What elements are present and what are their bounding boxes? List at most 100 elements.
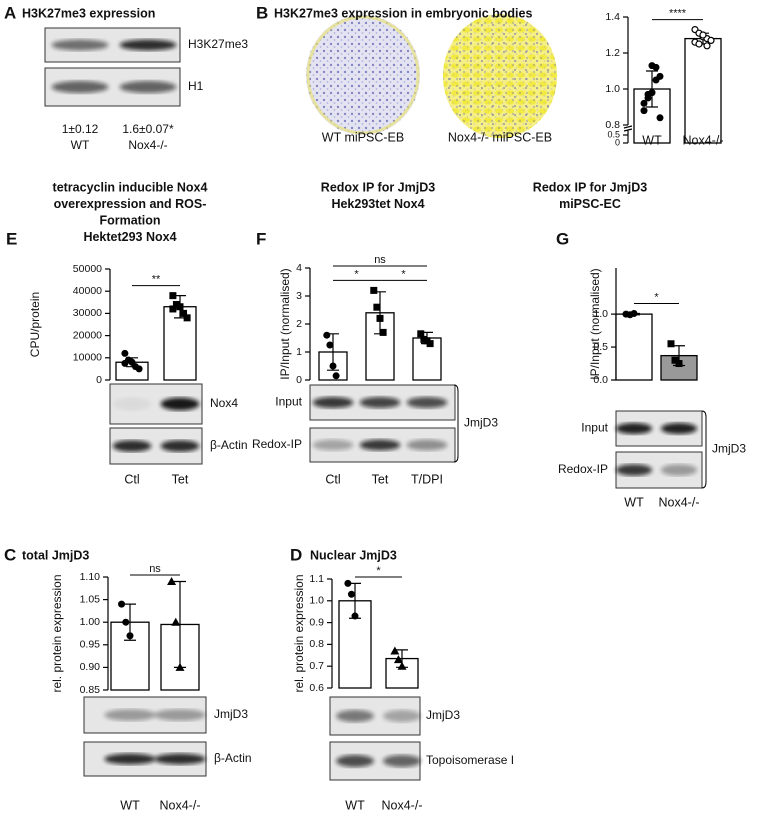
blot-band xyxy=(51,39,109,51)
x-tick-label: Ctl xyxy=(124,472,139,486)
panel-letter: B xyxy=(256,3,268,22)
data-point xyxy=(175,662,185,671)
eb-image-wt-rim xyxy=(306,15,420,135)
data-point xyxy=(171,617,181,626)
blot-band xyxy=(615,422,653,435)
panel-title: H3K27me3 expression in embryonic bodies xyxy=(274,6,532,20)
bar xyxy=(684,37,722,144)
y-tick-label: 0.95 xyxy=(80,639,101,651)
blot-label: Topoisomerase I xyxy=(426,753,514,767)
panel-title: total JmjD3 xyxy=(22,548,89,562)
data-point xyxy=(652,63,660,71)
blot-bracket xyxy=(701,410,707,489)
data-point xyxy=(323,331,331,339)
panel-title: Hektet293 Nox4 xyxy=(83,230,176,244)
y-tick-label: 0 xyxy=(296,374,302,386)
data-point xyxy=(376,314,384,322)
x-tick-label: Nox4-/- xyxy=(683,133,724,147)
data-point xyxy=(379,328,387,336)
data-point xyxy=(167,577,177,586)
data-point xyxy=(176,303,184,311)
y-tick-label: 0.85 xyxy=(80,684,101,696)
x-tick-label: WT xyxy=(345,798,365,812)
y-tick-label: 0.5 xyxy=(607,129,620,139)
panel-letter: C xyxy=(4,545,16,564)
blot-band xyxy=(51,80,109,94)
blot-bracket xyxy=(453,384,459,463)
blot-band xyxy=(160,440,200,452)
y-tick-label: 10000 xyxy=(73,352,102,364)
blot-band xyxy=(154,709,206,721)
eb-image-ko-stipple xyxy=(443,14,557,138)
x-tick-label: WT xyxy=(120,798,140,812)
significance-label: * xyxy=(354,268,359,280)
y-tick-label: 0.8 xyxy=(605,119,620,131)
panel-letter: G xyxy=(556,229,569,248)
error-bar xyxy=(646,70,658,108)
y-tick-label: 1 xyxy=(296,346,302,358)
data-point xyxy=(417,330,425,338)
data-point xyxy=(640,107,648,115)
panel-title: tetracyclin inducible Nox4 xyxy=(53,180,208,194)
blot-band xyxy=(119,80,177,94)
blot-label: Nox4 xyxy=(210,396,238,410)
data-point xyxy=(370,286,378,294)
data-point xyxy=(699,31,707,39)
x-tick-label: T/DPI xyxy=(411,472,443,486)
blot-label: JmjD3 xyxy=(214,707,248,721)
bar xyxy=(412,337,442,381)
significance-label: * xyxy=(401,268,406,280)
data-point xyxy=(397,661,407,670)
y-axis-label: rel. protein expression xyxy=(50,574,64,692)
x-tick-label: Tet xyxy=(372,472,389,486)
y-tick-label: 0.7 xyxy=(309,660,324,672)
blot-band xyxy=(359,439,401,451)
x-tick-label: WT xyxy=(624,495,644,509)
data-point xyxy=(667,340,675,348)
panel-title: Redox IP for JmjD3 xyxy=(533,180,647,194)
blot-band xyxy=(359,396,401,409)
y-tick-label: 1.2 xyxy=(605,47,620,59)
panel-b: B H3K27me3 expression in embryonic bodies… xyxy=(256,3,723,147)
blot-band xyxy=(406,439,448,451)
blot-label: JmjD3 xyxy=(426,708,460,722)
blot-band xyxy=(160,397,200,411)
data-point xyxy=(393,655,403,664)
y-tick-label: 20000 xyxy=(73,329,102,341)
significance-label: **** xyxy=(669,8,687,20)
y-axis-label: IP/Input (normalised) xyxy=(588,268,602,379)
quantification-label: 1±0.12 xyxy=(62,122,99,136)
data-point xyxy=(329,362,337,370)
panel-title: Hek293tet Nox4 xyxy=(331,197,424,211)
data-point xyxy=(390,646,400,655)
data-point xyxy=(135,365,143,373)
embryoid-body-images xyxy=(306,14,557,138)
data-point xyxy=(351,612,359,620)
data-point xyxy=(118,600,126,608)
blot-band xyxy=(660,422,698,435)
x-tick-label: Nox4-/- xyxy=(160,798,201,812)
y-tick-label: 1.0 xyxy=(593,308,608,320)
blot-group-label: JmjD3 xyxy=(464,416,498,430)
data-point xyxy=(126,632,134,640)
blot-band xyxy=(112,440,152,452)
data-point xyxy=(332,372,340,380)
y-axis-label: rel. protein expression xyxy=(292,574,306,692)
blot-band xyxy=(383,709,421,723)
y-tick-label: 0.0 xyxy=(593,374,608,386)
blot-band xyxy=(336,709,374,723)
data-point xyxy=(630,309,638,317)
x-tick-label: WT xyxy=(71,138,90,152)
blot-label: Redox-IP xyxy=(252,437,302,451)
data-point xyxy=(183,314,191,322)
y-tick-label: 0 xyxy=(96,374,102,386)
y-axis-label: IP/Input (normalised) xyxy=(278,268,292,379)
blot-label: β-Actin xyxy=(210,438,248,452)
blot-label: β-Actin xyxy=(214,751,252,765)
y-tick-label: 0.6 xyxy=(309,682,324,694)
data-point xyxy=(703,42,711,50)
data-point xyxy=(169,305,177,313)
